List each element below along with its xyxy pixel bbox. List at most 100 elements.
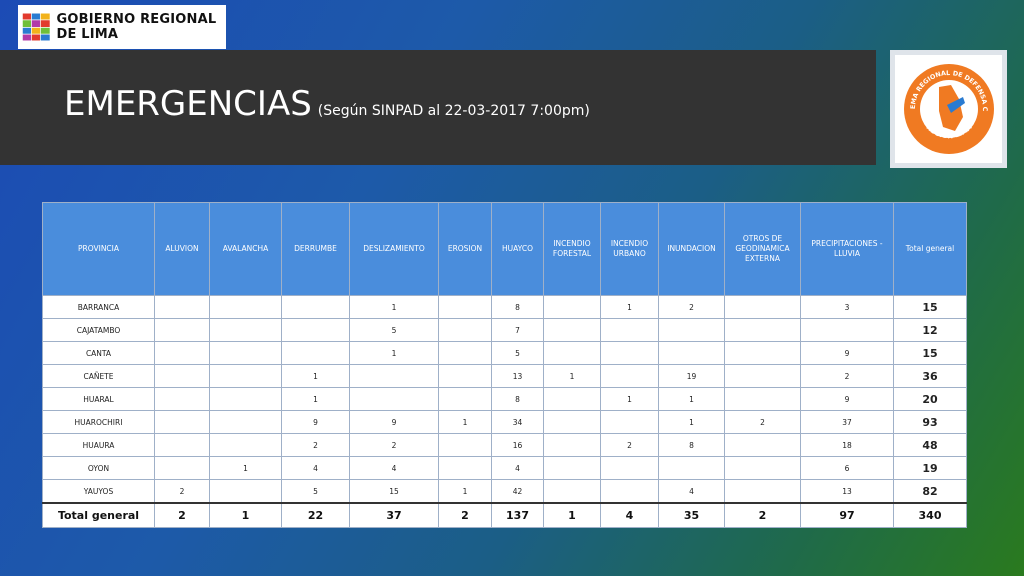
table-cell [209,295,282,319]
table-cell: 4 [349,456,439,480]
table-cell: 1 [543,364,601,388]
table-cell [154,364,210,388]
column-header: EROSION [438,202,492,296]
table-cell [438,318,492,342]
table-cell [281,318,350,342]
table-cell [543,433,601,457]
title-band [0,50,876,165]
table-cell [543,295,601,319]
table-cell [724,433,801,457]
column-total-cell: 2 [438,502,492,528]
table-cell: 37 [800,410,894,434]
column-header: ALUVION [154,202,210,296]
table-cell: 2 [658,295,725,319]
table-row: CAJATAMBO 5 7 12 [42,318,967,342]
table-cell: 16 [491,433,544,457]
table-cell: 4 [491,456,544,480]
table-total-row: Total general 2 1 22 37 2 137 1 4 35 2 97 340 [42,502,967,528]
table-row: OYON 1 4 4 4 6 19 [42,456,967,480]
table-body: BARRANCA 1 8 1 2 3 15 CAJATAMBO 5 7 12 CANTA 1 5 9 15 CA… [42,295,967,504]
row-total-cell: 36 [893,364,967,388]
column-header: OTROS DE GEODINAMICA EXTERNA [724,202,801,296]
table-cell: 1 [209,456,282,480]
table-row: HUAURA 2 2 16 2 8 18 48 [42,433,967,457]
column-total-cell: 22 [281,502,350,528]
table-cell: 8 [658,433,725,457]
table-cell [600,479,659,504]
table-cell: 13 [800,479,894,504]
table-cell: 9 [800,341,894,365]
province-cell: BARRANCA [42,295,155,319]
table-cell: 1 [658,410,725,434]
table-cell: 1 [349,295,439,319]
table-cell [724,479,801,504]
province-cell: CANTA [42,341,155,365]
table-cell: 2 [154,479,210,504]
column-total-cell: 37 [349,502,439,528]
table-cell [209,364,282,388]
table-cell [209,410,282,434]
table-cell: 5 [281,479,350,504]
table-cell [154,341,210,365]
table-cell [724,318,801,342]
table-cell [349,364,439,388]
column-header: DERRUMBE [281,202,350,296]
table-cell [543,479,601,504]
table-row: YAUYOS 2 5 15 1 42 4 13 82 [42,479,967,504]
table-cell [154,410,210,434]
title-subtitle: (Según SINPAD al 22-03-2017 7:00pm) [317,103,590,119]
table-cell [281,341,350,365]
table-cell [600,318,659,342]
table-cell: 2 [281,433,350,457]
column-header: INCENDIO URBANO [600,202,659,296]
table-cell: 8 [491,387,544,411]
table-cell [154,295,210,319]
table-cell [800,318,894,342]
table-cell [543,341,601,365]
column-header: DESLIZAMIENTO [349,202,439,296]
column-header: AVALANCHA [209,202,282,296]
table-header-row: PROVINCIA ALUVION AVALANCHA DERRUMBE DESLIZA… [42,202,967,296]
column-header: Total general [893,202,967,296]
table-cell: 1 [438,410,492,434]
table-cell: 4 [658,479,725,504]
table-cell [724,341,801,365]
table-cell [209,433,282,457]
table-cell [724,456,801,480]
table-cell [438,341,492,365]
table-cell: 5 [491,341,544,365]
table-cell: 8 [491,295,544,319]
table-cell [349,387,439,411]
table-cell [438,295,492,319]
column-total-cell: 97 [800,502,894,528]
table-cell: 6 [800,456,894,480]
province-cell: HUAURA [42,433,155,457]
civil-defense-emblem-icon: SISTEMA REGIONAL DE DEFENSA CIVIL REGION… [901,61,994,154]
row-total-cell: 12 [893,318,967,342]
column-header: INUNDACION [658,202,725,296]
table-cell [438,364,492,388]
table-cell: 9 [800,387,894,411]
civil-defense-badge: SISTEMA REGIONAL DE DEFENSA CIVIL REGION… [890,50,1007,168]
column-total-cell: 2 [154,502,210,528]
column-total-cell: 35 [658,502,725,528]
table-cell [154,387,210,411]
table-cell [438,456,492,480]
province-cell: HUARAL [42,387,155,411]
table-cell [209,479,282,504]
row-total-cell: 48 [893,433,967,457]
column-total-cell: 1 [209,502,282,528]
total-label-cell: Total general [42,502,155,528]
row-total-cell: 93 [893,410,967,434]
table-cell: 15 [349,479,439,504]
row-total-cell: 15 [893,341,967,365]
column-total-cell: 340 [893,502,967,528]
table-row: HUARAL 1 8 1 1 9 20 [42,387,967,411]
table-cell [543,410,601,434]
column-header: INCENDIO FORESTAL [543,202,601,296]
table-row: HUAROCHIRI 9 9 1 34 1 2 37 93 [42,410,967,434]
table-cell: 18 [800,433,894,457]
column-header: PROVINCIA [42,202,155,296]
table-cell [658,456,725,480]
row-total-cell: 20 [893,387,967,411]
